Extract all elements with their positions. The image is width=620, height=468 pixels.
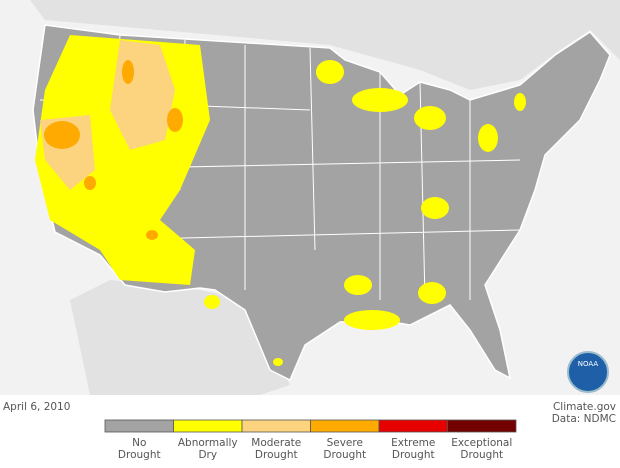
source: Data: NDMC [552, 413, 616, 425]
legend-label: Exceptional [451, 437, 512, 449]
legend-label: Drought [255, 449, 298, 461]
legend-label: Severe [327, 437, 363, 449]
legend-swatch [241, 419, 311, 433]
credit: Climate.gov [553, 401, 616, 413]
legend-label: Drought [460, 449, 503, 461]
noaa-logo [567, 351, 609, 393]
legend-swatch [378, 419, 448, 433]
legend-label: No [132, 437, 146, 449]
legend-label: Extreme [391, 437, 435, 449]
drought-areas [35, 35, 526, 366]
date: April 6, 2010 [3, 401, 70, 413]
legend-label: Moderate [251, 437, 301, 449]
legend-swatch [447, 419, 517, 433]
legend-label: Drought [118, 449, 161, 461]
canada [0, 0, 620, 90]
legend-swatch [104, 419, 174, 433]
logo-text: NOAA [578, 360, 599, 368]
legend-label: Abnormally [178, 437, 238, 449]
legend-swatch [173, 419, 243, 433]
legend-label: Drought [323, 449, 366, 461]
legend-label: Drought [392, 449, 435, 461]
mexico [70, 280, 290, 395]
legend-swatch [310, 419, 380, 433]
legend-label: Dry [198, 449, 217, 461]
